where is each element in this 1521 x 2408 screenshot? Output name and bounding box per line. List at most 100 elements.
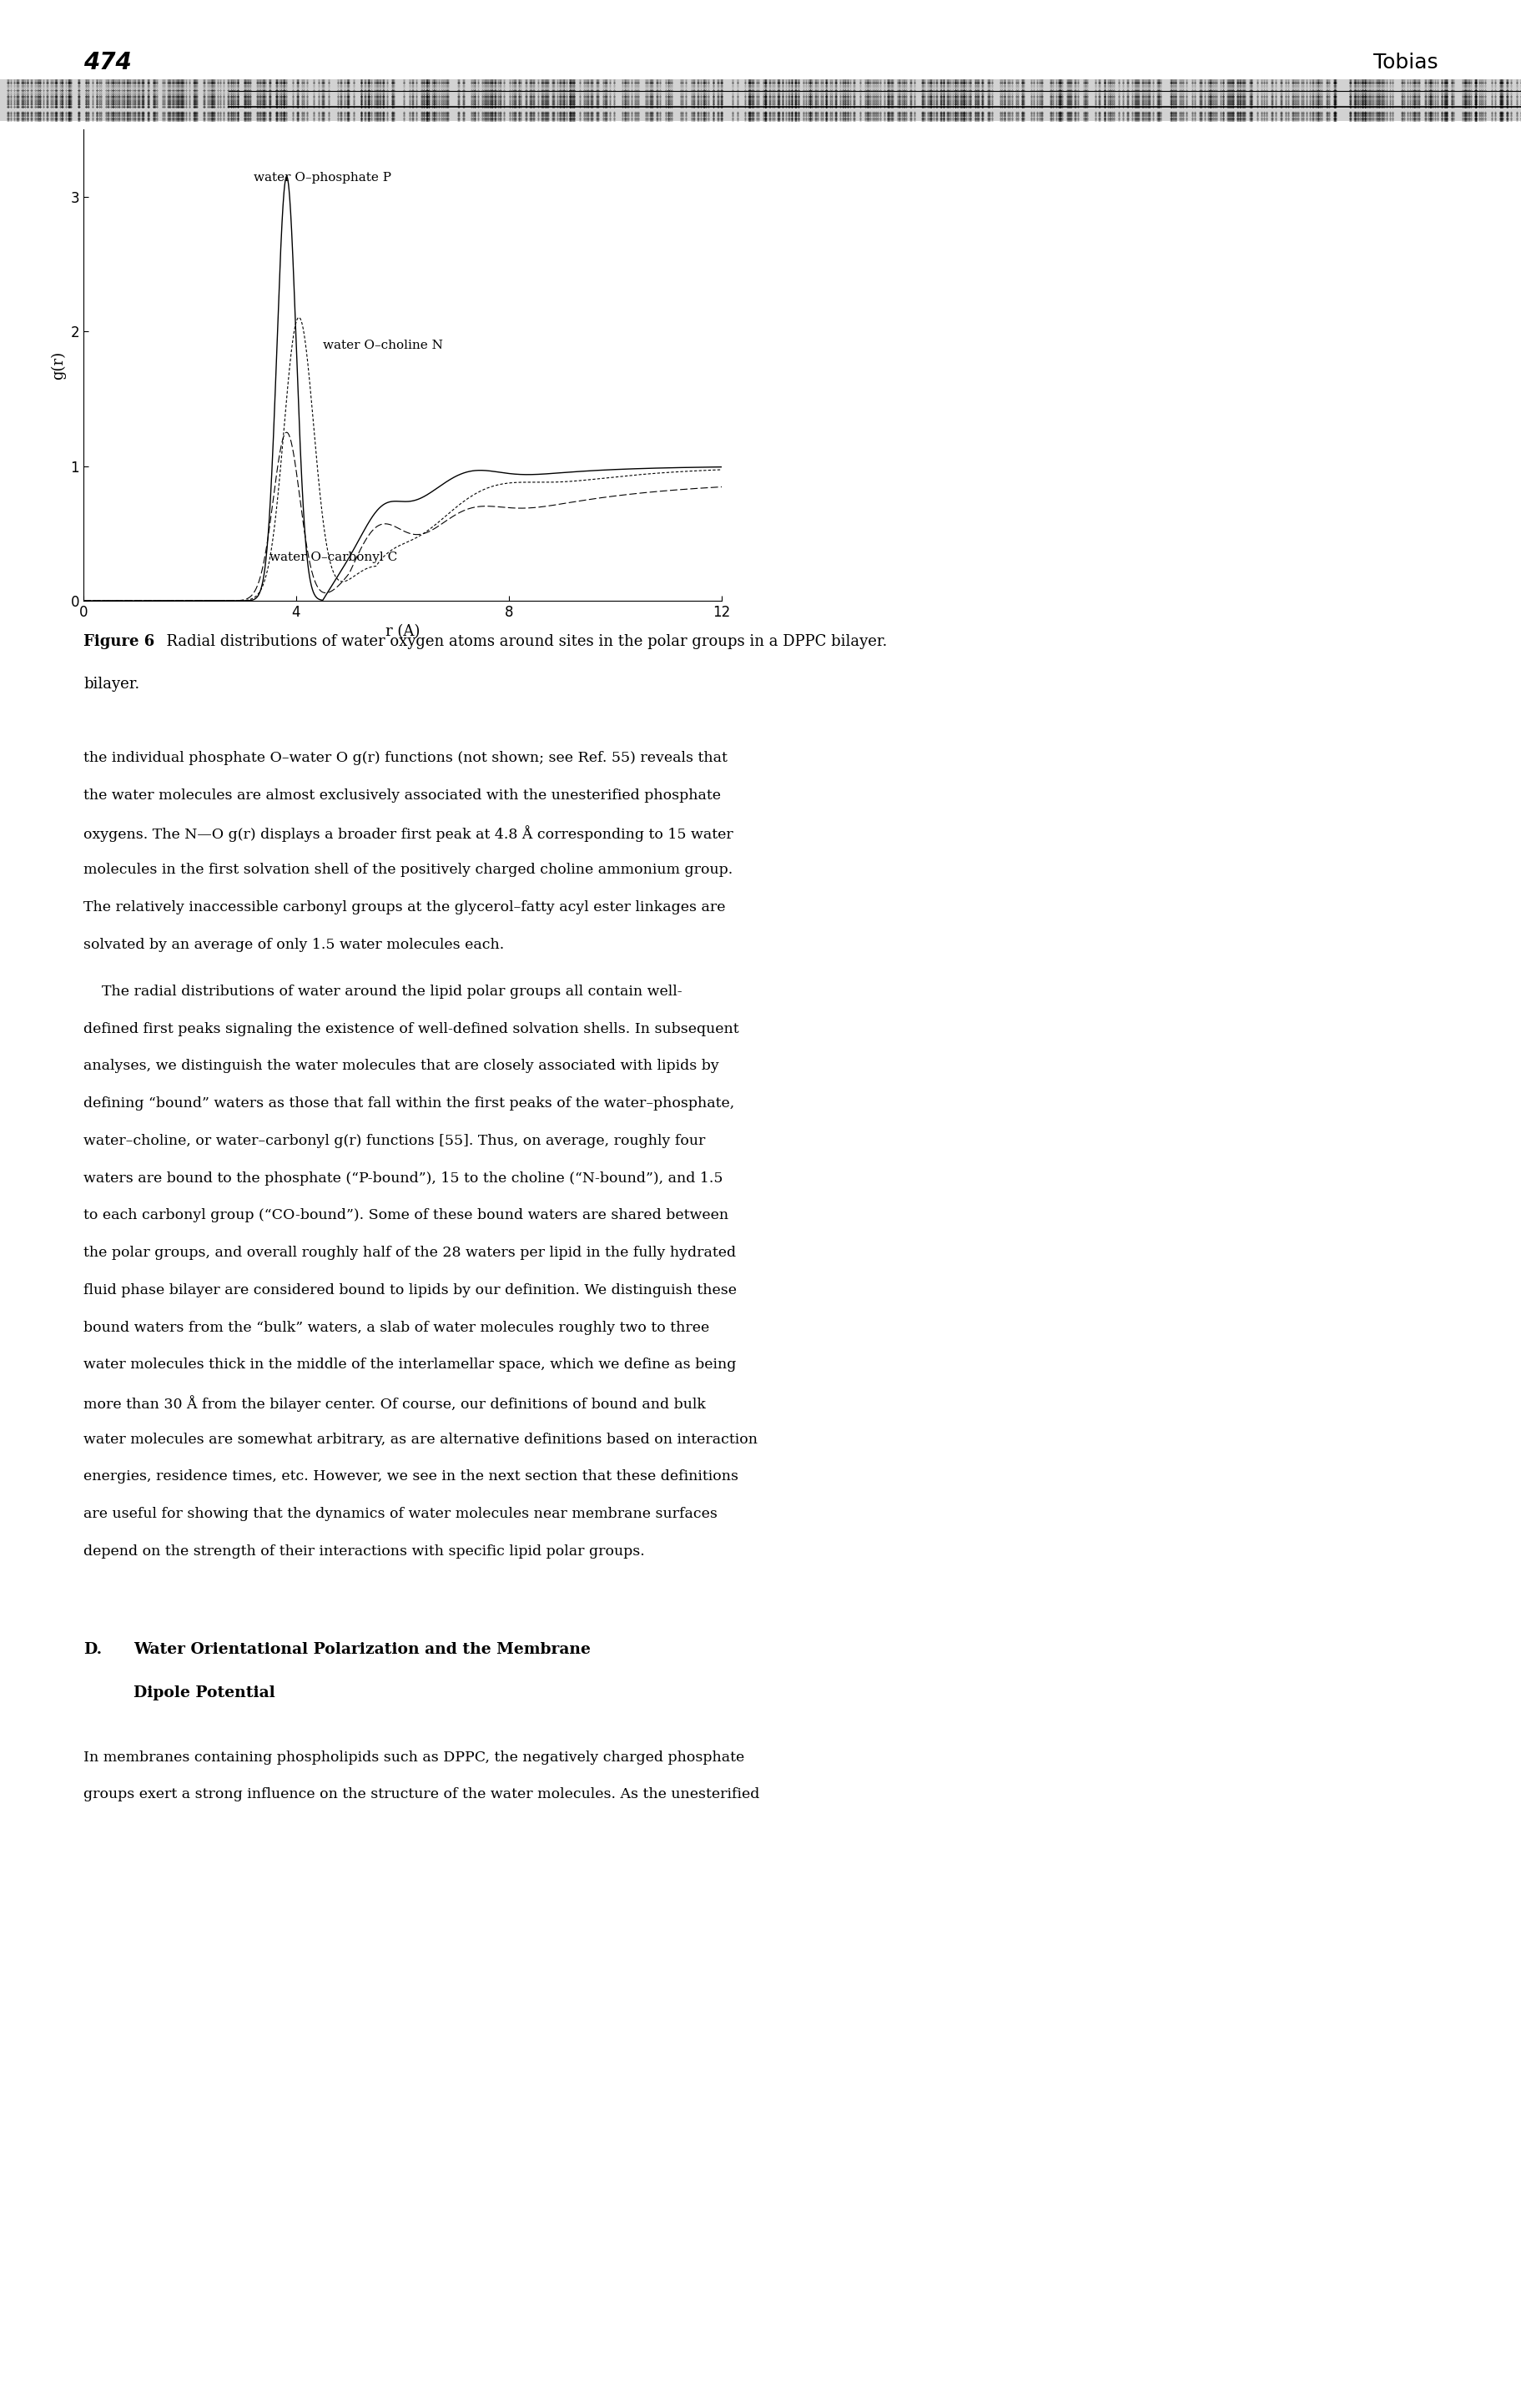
Point	[403, 99, 427, 137]
Point	[106, 65, 131, 104]
Point	[681, 87, 706, 125]
Point	[1451, 63, 1475, 101]
Point	[1413, 87, 1437, 125]
Point	[522, 67, 546, 106]
Point	[236, 99, 260, 137]
Point	[736, 65, 760, 104]
Point	[0, 63, 21, 101]
Point	[1402, 87, 1427, 125]
Point	[1049, 87, 1074, 125]
Point	[1217, 92, 1241, 130]
Point	[1463, 82, 1488, 120]
Point	[811, 77, 835, 116]
Point	[1072, 63, 1097, 101]
Point	[753, 77, 777, 116]
Point	[265, 94, 289, 132]
Point	[595, 84, 619, 123]
Point	[155, 96, 179, 135]
Point	[1211, 101, 1235, 140]
Point	[931, 84, 955, 123]
Point	[660, 82, 684, 120]
Point	[1398, 79, 1422, 118]
Point	[488, 87, 513, 125]
Point	[534, 60, 558, 99]
Point	[1434, 77, 1459, 116]
Point	[580, 63, 604, 101]
Point	[1322, 77, 1346, 116]
Point	[532, 82, 557, 120]
Point	[925, 82, 949, 120]
Point	[356, 96, 380, 135]
Point	[85, 84, 110, 123]
Point	[192, 70, 216, 108]
Point	[1138, 82, 1162, 120]
Point	[552, 72, 576, 111]
Point	[551, 94, 575, 132]
Point	[1402, 87, 1427, 125]
Point	[1337, 101, 1361, 140]
Point	[1422, 84, 1446, 123]
Point	[917, 79, 941, 118]
Point	[1440, 101, 1465, 140]
Point	[1357, 77, 1381, 116]
Point	[141, 65, 166, 104]
Point	[949, 63, 973, 101]
Point	[1097, 65, 1121, 104]
Point	[753, 65, 777, 104]
Point	[1343, 99, 1367, 137]
Point	[753, 70, 777, 108]
Point	[1413, 82, 1437, 120]
Point	[192, 84, 216, 123]
Point	[1418, 96, 1442, 135]
Point	[1130, 94, 1154, 132]
Point	[316, 75, 341, 113]
Point	[1343, 87, 1367, 125]
Point	[473, 101, 497, 140]
Point	[1404, 96, 1428, 135]
Point	[219, 82, 243, 120]
Point	[684, 63, 709, 101]
Point	[707, 101, 732, 140]
Point	[251, 77, 275, 116]
Point	[1011, 96, 1036, 135]
Point	[88, 60, 113, 99]
Point	[928, 63, 952, 101]
Point	[966, 75, 990, 113]
Point	[2, 75, 26, 113]
Point	[106, 101, 131, 140]
Point	[87, 77, 111, 116]
Point	[56, 82, 81, 120]
Point	[756, 96, 780, 135]
Point	[514, 77, 538, 116]
Point	[252, 67, 277, 106]
Point	[435, 63, 459, 101]
Point	[237, 87, 262, 125]
Point	[9, 99, 33, 137]
Point	[143, 84, 167, 123]
Point	[1300, 72, 1325, 111]
Point	[5, 65, 29, 104]
Point	[1273, 99, 1297, 137]
Point	[1481, 70, 1506, 108]
Point	[257, 63, 281, 101]
Point	[1352, 77, 1377, 116]
Point	[592, 63, 616, 101]
Point	[1433, 94, 1457, 132]
Point	[1419, 87, 1443, 125]
Point	[1352, 79, 1377, 118]
Point	[887, 63, 911, 101]
Point	[945, 77, 969, 116]
Point	[1220, 65, 1244, 104]
Point	[709, 60, 733, 99]
Point	[1095, 77, 1119, 116]
Point	[779, 65, 803, 104]
Point	[701, 84, 726, 123]
Point	[44, 99, 68, 137]
Point	[58, 84, 82, 123]
Point	[739, 94, 764, 132]
Point	[937, 87, 961, 125]
Point	[1310, 84, 1334, 123]
Point	[1027, 94, 1051, 132]
Point	[376, 65, 400, 104]
Point	[1122, 96, 1147, 135]
